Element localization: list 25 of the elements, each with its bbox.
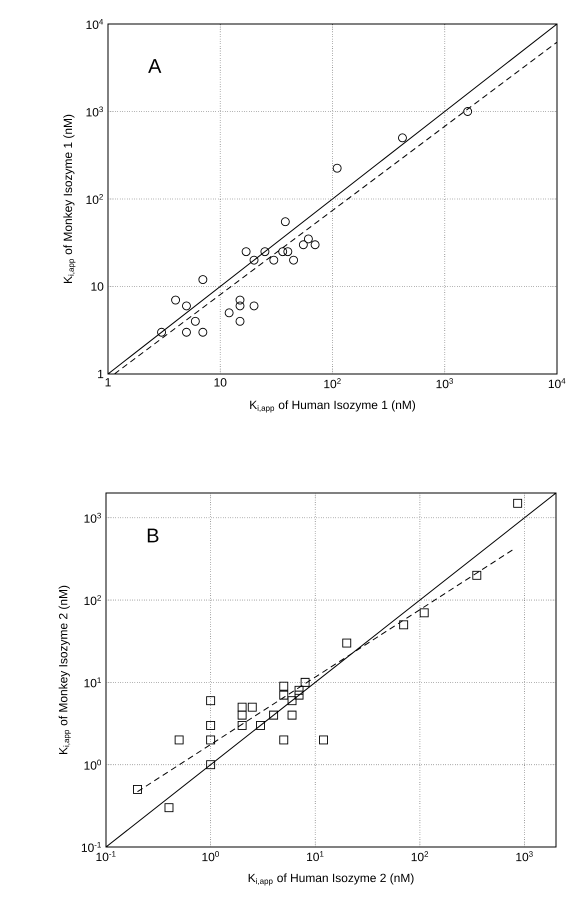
x-tick-label: 10$^{3}$: [436, 378, 453, 388]
y-tick-label: 10$^{2}$: [86, 194, 103, 204]
y-tick-label: 10: [91, 282, 104, 291]
x-tick-label: 10$^{0}$: [202, 851, 219, 862]
y-tick-label: 10$^{4}$: [86, 19, 104, 29]
x-tick-label: 10: [214, 378, 226, 387]
y-tick-label: 10$^{3}$: [84, 512, 101, 523]
annotation: A: [148, 59, 162, 73]
y-tick-label: 10$^{2}$: [84, 595, 101, 606]
x-axis-title: K$_{i,app}$ of Human Isozyme 1 (nM): [250, 400, 415, 412]
x-tick-label: 10$^{2}$: [324, 378, 341, 388]
x-tick-label: 10$^{4}$: [548, 378, 566, 388]
y-axis-title: K$_{i,app}$ of Monkey Isozyme 2 (nM): [58, 586, 71, 754]
y-axis-title: K$_{i,app}$ of Monkey Isozyme 1 (nM): [63, 114, 76, 283]
y-tick-label: 10$^{3}$: [86, 106, 103, 116]
y-tick-label: 10$^{-1}$: [82, 842, 101, 852]
x-tick-label: 10$^{3}$: [516, 851, 533, 862]
x-tick-label: 1: [106, 378, 111, 386]
y-tick-label: 1: [98, 370, 104, 378]
y-tick-label: 10$^{0}$: [84, 760, 101, 770]
x-tick-label: 10$^{1}$: [307, 851, 324, 862]
x-tick-label: 10$^{2}$: [412, 851, 428, 862]
annotation: B: [148, 528, 158, 542]
y-tick-label: 10$^{1}$: [84, 677, 101, 688]
x-axis-title: K$_{i,app}$ of Human Isozyme 2 (nM): [248, 873, 414, 886]
